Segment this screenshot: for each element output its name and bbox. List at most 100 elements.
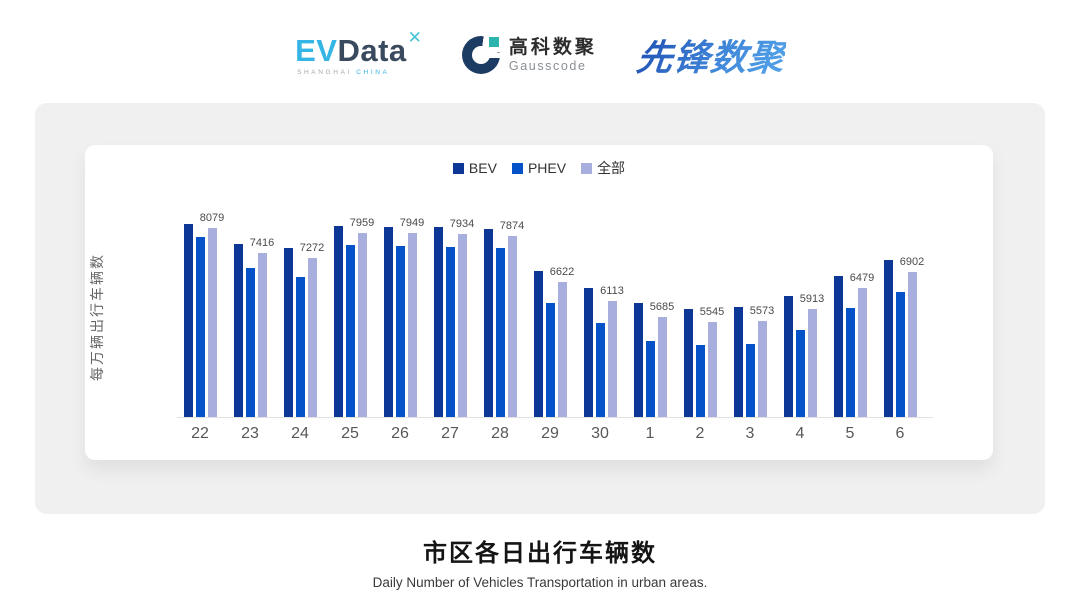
bar-PHEV-4[interactable] (795, 330, 805, 417)
bar-BEV-23[interactable] (233, 244, 243, 417)
bar-BEV-27[interactable] (433, 227, 443, 417)
bar-group-2 (683, 144, 717, 417)
legend-swatch-icon (581, 162, 593, 174)
legend-item-BEV[interactable]: BEV (452, 160, 497, 176)
bar-value-label-24: 7272 (299, 242, 325, 254)
x-tick-6: 6 (895, 425, 905, 442)
bar-BEV-5[interactable] (833, 276, 843, 417)
bar-BEV-2[interactable] (683, 309, 693, 417)
bar-group-5 (833, 144, 867, 417)
bar-BEV-1[interactable] (633, 303, 643, 417)
legend-label: BEV (468, 160, 497, 176)
bar-value-label-2: 5545 (699, 306, 725, 318)
bar-PHEV-30[interactable] (595, 323, 605, 417)
bar-PHEV-3[interactable] (745, 344, 755, 417)
bar-BEV-24[interactable] (283, 248, 293, 417)
bar-group-30 (583, 144, 617, 417)
bar-PHEV-2[interactable] (695, 345, 705, 417)
legend-item-PHEV[interactable]: PHEV (511, 160, 567, 176)
bar-value-label-5: 6479 (849, 272, 875, 284)
x-tick-29: 29 (541, 425, 559, 442)
x-tick-5: 5 (845, 425, 855, 442)
bar-BEV-6[interactable] (883, 260, 893, 417)
bar-全部-24[interactable] (307, 258, 317, 417)
bar-PHEV-27[interactable] (445, 247, 455, 417)
bar-group-22 (183, 144, 217, 417)
bar-value-label-1: 5685 (649, 301, 675, 313)
x-tick-2: 2 (695, 425, 705, 442)
evdata-ev-text: EV (295, 32, 338, 68)
bar-全部-25[interactable] (357, 233, 367, 417)
bar-PHEV-26[interactable] (395, 246, 405, 417)
bar-group-23 (233, 144, 267, 417)
bar-全部-4[interactable] (807, 309, 817, 417)
bar-PHEV-1[interactable] (645, 341, 655, 417)
bar-BEV-3[interactable] (733, 307, 743, 417)
bar-group-25 (333, 144, 367, 417)
bar-value-label-27: 7934 (449, 218, 475, 230)
gausscode-en-text: Gausscode (508, 58, 587, 73)
bar-PHEV-25[interactable] (345, 245, 355, 417)
bar-group-26 (383, 144, 417, 417)
legend-label: PHEV (527, 160, 567, 176)
bar-BEV-4[interactable] (783, 296, 793, 417)
gausscode-logo: 高科数聚 Gausscode (461, 36, 597, 74)
bar-BEV-22[interactable] (183, 224, 193, 417)
bar-全部-26[interactable] (407, 233, 417, 417)
page-title: 市区各日出行车辆数 (423, 540, 657, 567)
x-tick-3: 3 (745, 425, 755, 442)
x-tick-24: 24 (291, 425, 309, 442)
bar-PHEV-23[interactable] (245, 268, 255, 417)
bar-全部-28[interactable] (507, 236, 517, 417)
bar-PHEV-22[interactable] (195, 237, 205, 417)
bar-BEV-28[interactable] (483, 229, 493, 417)
bar-全部-23[interactable] (257, 253, 267, 417)
bar-PHEV-5[interactable] (845, 308, 855, 417)
evdata-data-text: Data (337, 32, 407, 68)
bar-PHEV-29[interactable] (545, 303, 555, 417)
bar-全部-27[interactable] (457, 234, 467, 417)
bar-value-label-3: 5573 (749, 305, 775, 317)
chart-legend: BEV PHEV 全部 (85, 158, 993, 178)
bar-BEV-30[interactable] (583, 288, 593, 417)
x-tick-4: 4 (795, 425, 805, 442)
bar-全部-22[interactable] (207, 228, 217, 417)
bar-全部-3[interactable] (757, 321, 767, 417)
x-axis-line (177, 417, 933, 418)
bar-value-label-6: 6902 (899, 256, 925, 268)
x-tick-1: 1 (645, 425, 655, 442)
gausscode-g-icon (461, 36, 500, 74)
bar-PHEV-6[interactable] (895, 292, 905, 417)
bar-全部-1[interactable] (657, 317, 667, 417)
legend-item-全部[interactable]: 全部 (581, 158, 625, 178)
bar-全部-29[interactable] (557, 282, 567, 417)
bar-group-27 (433, 144, 467, 417)
bar-value-label-23: 7416 (249, 237, 275, 249)
header-logos: EV Data ✕ SHANGHAI CHINA 高科数聚 Gausscode … (0, 20, 1080, 90)
bar-value-label-28: 7874 (499, 220, 525, 232)
chart-card: BEV PHEV 全部 每万辆出行车辆数 8079 7416 7272 7959 7949 7… (85, 145, 993, 460)
bar-PHEV-28[interactable] (495, 248, 505, 417)
bar-全部-2[interactable] (707, 322, 717, 417)
bar-PHEV-24[interactable] (295, 277, 305, 417)
bar-全部-5[interactable] (857, 288, 867, 417)
evdata-wordmark: EV Data ✕ (295, 29, 422, 68)
bar-全部-6[interactable] (907, 272, 917, 417)
legend-label: 全部 (597, 160, 626, 176)
bar-全部-30[interactable] (607, 301, 617, 417)
bar-BEV-26[interactable] (383, 227, 393, 417)
page-subtitle: Daily Number of Vehicles Transportation … (372, 575, 708, 590)
bar-group-28 (483, 144, 517, 417)
bar-group-4 (783, 144, 817, 417)
xianfeng-logo: 先锋数聚 (634, 29, 787, 81)
bar-value-label-29: 6622 (549, 266, 575, 278)
bar-value-label-22: 8079 (199, 212, 225, 224)
footer: 市区各日出行车辆数 Daily Number of Vehicles Trans… (0, 533, 1080, 590)
evdata-logo: EV Data ✕ SHANGHAI CHINA (295, 29, 422, 76)
bar-BEV-29[interactable] (533, 271, 543, 417)
bar-BEV-25[interactable] (333, 226, 343, 417)
x-tick-23: 23 (241, 425, 259, 442)
x-tick-27: 27 (441, 425, 459, 442)
legend-swatch-icon (452, 162, 464, 174)
